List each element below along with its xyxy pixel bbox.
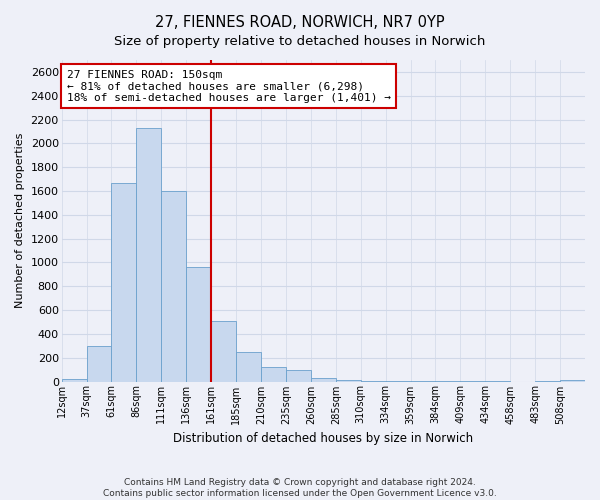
Bar — [211, 322, 236, 382]
Bar — [386, 381, 410, 382]
Bar — [136, 128, 161, 382]
Bar — [286, 370, 311, 382]
Text: Size of property relative to detached houses in Norwich: Size of property relative to detached ho… — [115, 35, 485, 48]
Bar — [112, 182, 136, 382]
Bar — [560, 380, 585, 382]
Bar — [186, 267, 211, 382]
Bar — [311, 378, 336, 382]
Y-axis label: Number of detached properties: Number of detached properties — [15, 133, 25, 308]
Bar — [62, 379, 86, 382]
Text: Contains HM Land Registry data © Crown copyright and database right 2024.
Contai: Contains HM Land Registry data © Crown c… — [103, 478, 497, 498]
Bar — [361, 380, 386, 382]
X-axis label: Distribution of detached houses by size in Norwich: Distribution of detached houses by size … — [173, 432, 473, 445]
Bar — [261, 367, 286, 382]
Bar — [236, 352, 261, 382]
Bar — [86, 346, 112, 382]
Text: 27 FIENNES ROAD: 150sqm
← 81% of detached houses are smaller (6,298)
18% of semi: 27 FIENNES ROAD: 150sqm ← 81% of detache… — [67, 70, 391, 103]
Text: 27, FIENNES ROAD, NORWICH, NR7 0YP: 27, FIENNES ROAD, NORWICH, NR7 0YP — [155, 15, 445, 30]
Bar — [336, 380, 361, 382]
Bar — [161, 191, 186, 382]
